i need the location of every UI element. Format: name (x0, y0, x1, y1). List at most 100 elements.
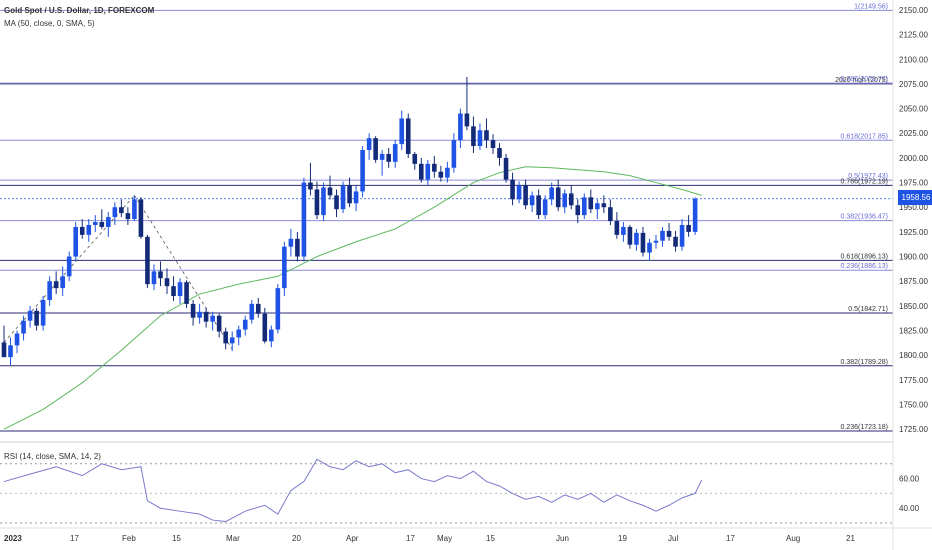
candle-body (132, 199, 137, 220)
candle-body (158, 271, 163, 279)
candle-body (438, 171, 444, 178)
candle-body (151, 271, 157, 285)
candle (151, 264, 157, 291)
candle-body (536, 195, 541, 216)
candle-body (106, 217, 111, 227)
ma-legend: MA (50, close, 0, SMA, 5) (4, 19, 95, 28)
candle (66, 251, 72, 282)
candle (608, 199, 613, 225)
candle (516, 181, 522, 204)
candle (203, 307, 209, 328)
candle (621, 222, 626, 242)
candle-body (119, 207, 124, 214)
candle-body (568, 193, 574, 206)
candle (562, 189, 568, 214)
fib-label: 0.786(2075.77) (841, 76, 888, 83)
candle-body (497, 148, 502, 158)
rsi-panel (0, 458, 893, 524)
candle-body (53, 281, 59, 289)
candle (340, 181, 346, 214)
date-tick-label: 15 (486, 534, 495, 543)
candle (34, 307, 39, 331)
candle (666, 223, 672, 241)
candle (529, 191, 535, 213)
candle (379, 150, 385, 176)
candle-body (634, 232, 639, 245)
candle-body (314, 189, 320, 216)
fib-label: 0.786(1972.19) (841, 178, 888, 185)
candle (314, 181, 320, 220)
rsi-tick-label: 40.00 (899, 504, 920, 513)
candle (542, 195, 548, 220)
candle (601, 195, 607, 214)
candle (164, 268, 170, 295)
candle-body (542, 199, 548, 216)
candle (627, 224, 633, 249)
date-tick-label: 21 (846, 534, 855, 543)
candle-body (686, 224, 691, 232)
candle-body (27, 310, 33, 321)
date-tick-label: Apr (346, 534, 359, 543)
fib-label: 2020 high (2075) (835, 77, 888, 84)
rsi-legend: RSI (14, close, SMA, 14, 2) (4, 452, 101, 461)
candle-body (184, 282, 189, 304)
date-tick-label: Jun (556, 534, 569, 543)
candle-body (125, 213, 131, 220)
candle-body (471, 126, 476, 147)
candle (106, 212, 111, 237)
candle (92, 215, 98, 232)
candle-body (86, 224, 92, 235)
candle-body (379, 153, 385, 160)
fib-label: 0.236(1723.18) (841, 424, 888, 431)
candle (549, 182, 554, 206)
candle-body (510, 179, 515, 200)
chart-title: Gold Spot / U.S. Dollar, 1D, FOREXCOM (4, 6, 155, 15)
candle-body (425, 163, 431, 180)
candle (373, 136, 378, 163)
price-tick-label: 1850.00 (899, 302, 928, 311)
candle (640, 226, 646, 257)
candle (536, 189, 541, 220)
candle-body (601, 203, 607, 208)
candle (634, 228, 639, 251)
candle (53, 271, 59, 295)
candle (132, 195, 137, 222)
candle-body (640, 232, 646, 253)
candle-body (262, 313, 268, 342)
date-axis[interactable]: 2023 17 Feb 15 Mar 20 Apr 17 May 15 Jun 19 Jul 17 Aug 2… (4, 534, 855, 543)
candle (399, 110, 405, 151)
candle (484, 118, 489, 149)
candle (686, 215, 691, 237)
candle-body (581, 197, 587, 216)
price-tick-label: 1750.00 (899, 401, 928, 410)
candle (138, 197, 144, 239)
candle (125, 207, 131, 225)
candle-body (295, 238, 300, 257)
candle (386, 148, 391, 168)
candle-body (373, 138, 378, 160)
candle-body (308, 182, 313, 190)
candle-body (679, 224, 685, 247)
candle (249, 299, 255, 324)
candle-body (14, 333, 20, 346)
date-tick-label: 2023 (4, 534, 22, 543)
candle (660, 226, 665, 247)
fib-label: 0.618(1896.13) (841, 253, 888, 260)
candle-body (451, 140, 457, 168)
candle-body (190, 303, 196, 318)
price-tick-label: 1875.00 (899, 277, 928, 286)
candle (288, 228, 294, 257)
candle (184, 280, 189, 308)
candle-body (353, 191, 359, 204)
candle-body (99, 222, 105, 227)
candle-body (47, 281, 52, 300)
candle-body (588, 197, 594, 210)
candle (295, 231, 300, 262)
candle-body (653, 240, 659, 243)
price-tick-label: 1725.00 (899, 425, 928, 434)
candle-body (327, 187, 333, 196)
candle (119, 199, 124, 218)
candle (321, 182, 326, 222)
